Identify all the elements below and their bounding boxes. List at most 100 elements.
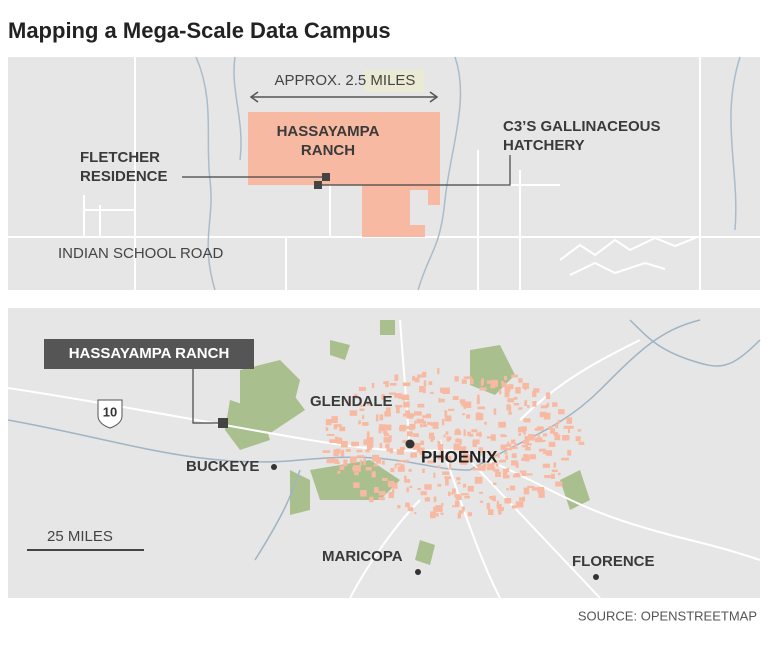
urban-patch bbox=[363, 458, 366, 465]
urban-patch bbox=[477, 406, 485, 410]
urban-patch bbox=[422, 415, 429, 419]
urban-patch bbox=[417, 403, 425, 408]
urban-patch bbox=[359, 404, 366, 407]
urban-patch bbox=[550, 473, 555, 479]
urban-patch bbox=[472, 468, 480, 471]
urban-patch bbox=[407, 413, 415, 417]
urban-patch bbox=[463, 429, 466, 436]
urban-patch bbox=[340, 449, 345, 457]
urban-patch bbox=[492, 454, 496, 458]
urban-patch bbox=[382, 478, 388, 481]
residence-marker bbox=[322, 173, 330, 181]
urban-patch bbox=[437, 483, 442, 487]
urban-patch bbox=[353, 482, 360, 488]
urban-patch bbox=[543, 412, 551, 420]
urban-patch bbox=[423, 380, 427, 387]
highway-label: 10 bbox=[103, 404, 117, 419]
urban-patch bbox=[378, 491, 386, 496]
urban-patch bbox=[555, 423, 559, 429]
urban-patch bbox=[542, 463, 550, 468]
urban-patch bbox=[438, 398, 441, 403]
urban-patch bbox=[405, 502, 410, 508]
urban-patch bbox=[417, 488, 421, 490]
urban-patch bbox=[399, 459, 404, 463]
urban-patch bbox=[562, 435, 570, 441]
urban-patch bbox=[540, 405, 548, 409]
urban-patch bbox=[577, 429, 582, 432]
urban-patch bbox=[388, 392, 396, 395]
urban-patch bbox=[457, 512, 461, 519]
urban-patch bbox=[492, 469, 499, 472]
urban-patch bbox=[508, 405, 512, 412]
urban-patch bbox=[490, 379, 498, 387]
urban-patch bbox=[402, 394, 408, 398]
urban-patch bbox=[462, 413, 466, 416]
urban-patch bbox=[488, 451, 492, 454]
urban-patch bbox=[394, 393, 402, 398]
urban-patch bbox=[532, 391, 537, 397]
urban-patch bbox=[408, 468, 412, 472]
urban-patch bbox=[402, 439, 410, 444]
urban-patch bbox=[423, 420, 426, 427]
urban-patch bbox=[383, 430, 388, 435]
urban-patch bbox=[410, 453, 414, 458]
urban-patch bbox=[452, 396, 459, 400]
label-highlight bbox=[364, 70, 424, 92]
urban-patch bbox=[437, 440, 441, 447]
urban-patch bbox=[452, 505, 455, 508]
urban-patch bbox=[347, 397, 351, 404]
urban-patch bbox=[326, 459, 334, 464]
urban-patch bbox=[331, 416, 338, 423]
urban-patch bbox=[472, 439, 480, 445]
urban-patch bbox=[354, 472, 359, 476]
urban-patch bbox=[531, 487, 540, 491]
urban-patch bbox=[419, 448, 423, 455]
urban-patch bbox=[539, 448, 546, 452]
urban-patch bbox=[486, 502, 491, 510]
urban-patch bbox=[365, 449, 370, 453]
urban-patch bbox=[386, 407, 391, 414]
urban-patch bbox=[420, 491, 427, 496]
urban-patch bbox=[420, 440, 425, 445]
urban-patch bbox=[407, 431, 413, 437]
urban-patch bbox=[395, 404, 403, 408]
urban-patch bbox=[372, 454, 379, 462]
urban-patch bbox=[430, 436, 434, 442]
urban-patch bbox=[384, 424, 392, 431]
urban-patch bbox=[460, 459, 468, 465]
urban-patch bbox=[464, 495, 470, 499]
urban-patch bbox=[402, 413, 408, 417]
urban-patch bbox=[455, 495, 462, 500]
urban-patch bbox=[477, 464, 482, 468]
urban-patch bbox=[430, 391, 434, 394]
urban-patch bbox=[557, 419, 561, 424]
urban-patch bbox=[537, 487, 545, 493]
urban-patch bbox=[443, 434, 446, 438]
urban-patch bbox=[521, 457, 525, 461]
urban-patch bbox=[379, 442, 383, 449]
urban-patch bbox=[506, 488, 509, 491]
urban-patch bbox=[518, 407, 523, 410]
urban-patch bbox=[394, 374, 399, 381]
urban-patch bbox=[578, 441, 585, 445]
urban-patch bbox=[501, 382, 507, 388]
urban-patch bbox=[493, 482, 497, 485]
urban-patch bbox=[504, 386, 511, 392]
leader-line bbox=[192, 369, 218, 424]
site-parcel bbox=[248, 112, 440, 237]
urban-patch bbox=[575, 436, 581, 442]
scale-label: APPROX. 2.5 MILES bbox=[275, 72, 416, 89]
urban-patch bbox=[505, 455, 509, 460]
urban-patch bbox=[500, 444, 507, 450]
urban-patch bbox=[523, 487, 530, 495]
urban-patch bbox=[354, 393, 358, 399]
urban-patch bbox=[467, 485, 474, 492]
urban-patch bbox=[408, 426, 414, 431]
urban-patch bbox=[409, 485, 413, 488]
urban-patch bbox=[333, 459, 339, 464]
urban-patch bbox=[390, 467, 395, 473]
urban-patch bbox=[448, 408, 455, 411]
city-marker bbox=[415, 569, 421, 575]
urban-patch bbox=[328, 458, 335, 461]
urban-patch bbox=[384, 411, 391, 417]
